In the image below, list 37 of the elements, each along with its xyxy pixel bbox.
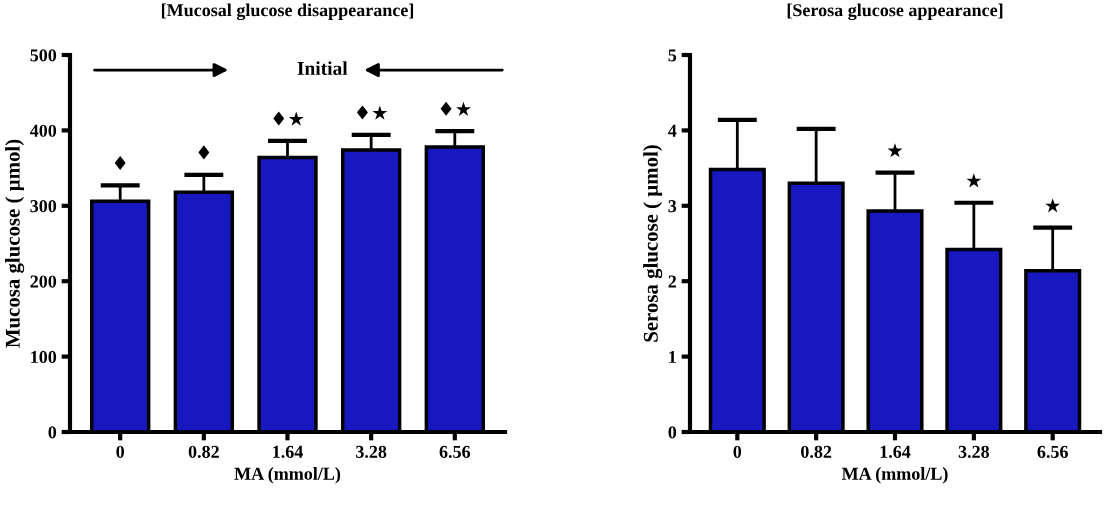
annotation: ♦★ bbox=[273, 111, 304, 126]
y-axis-title: Mucosa glucose ( µmol) bbox=[5, 139, 25, 348]
x-axis-title: MA (mmol/L) bbox=[841, 467, 948, 484]
y-tick-label: 300 bbox=[30, 200, 57, 213]
x-tick-label: 6.56 bbox=[439, 445, 471, 458]
y-tick-label: 4 bbox=[668, 124, 677, 137]
x-tick-label: 0.82 bbox=[188, 445, 219, 458]
annotation: ★ bbox=[887, 143, 903, 158]
y-tick-label: 100 bbox=[31, 350, 57, 364]
x-tick-label: 3.28 bbox=[356, 445, 387, 458]
y-tick-label: 5 bbox=[668, 49, 677, 62]
y-tick-label: 500 bbox=[30, 49, 57, 62]
annotation: ♦ bbox=[198, 145, 210, 160]
annotation: Initial bbox=[297, 61, 348, 75]
x-tick-label: 0 bbox=[733, 445, 742, 458]
annotation: ★ bbox=[966, 173, 982, 188]
x-tick-label: 0.82 bbox=[801, 445, 832, 458]
chart-title: [Serosa glucose appearance] bbox=[787, 3, 1003, 21]
y-tick-label: 200 bbox=[30, 275, 57, 288]
x-tick-label: 0 bbox=[116, 445, 125, 458]
chart-title: [Mucosal glucose disappearance] bbox=[161, 3, 414, 21]
x-tick-label: 1.64 bbox=[880, 445, 911, 458]
y-axis-title: Serosa glucose ( µmol) bbox=[643, 145, 663, 342]
x-tick-label: 1.64 bbox=[273, 445, 303, 458]
annotation: ♦ bbox=[114, 155, 126, 171]
y-tick-label: 3 bbox=[668, 200, 677, 213]
annotation: ♦★ bbox=[356, 105, 388, 120]
y-tick-label: 1 bbox=[669, 350, 676, 363]
x-axis-title: MA (mmol/L) bbox=[234, 467, 341, 484]
y-tick-label: 400 bbox=[29, 124, 57, 137]
y-tick-label: 0 bbox=[668, 426, 677, 439]
y-tick-label: 2 bbox=[668, 275, 677, 288]
x-tick-label: 3.28 bbox=[958, 445, 990, 458]
x-tick-label: 6.56 bbox=[1037, 445, 1068, 458]
y-tick-label: 0 bbox=[48, 426, 57, 439]
annotation: ♦★ bbox=[440, 101, 471, 116]
annotation: ★ bbox=[1045, 198, 1061, 213]
